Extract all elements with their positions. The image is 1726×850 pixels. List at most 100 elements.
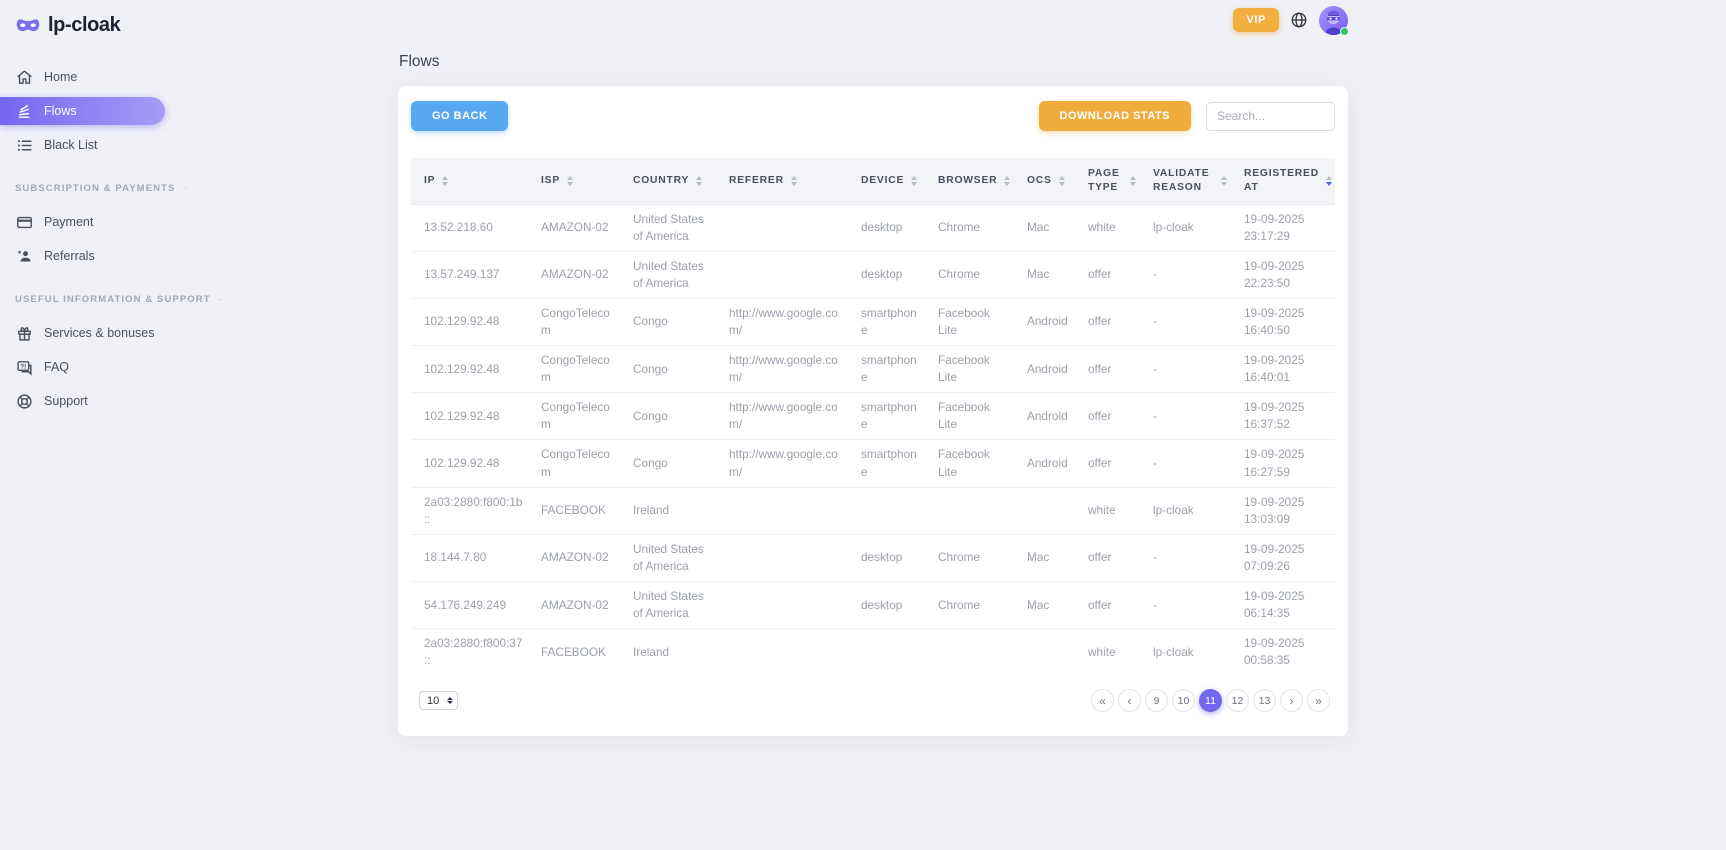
sidebar-item-payment[interactable]: Payment <box>0 208 165 236</box>
sidebar-item-flows[interactable]: Flows <box>0 97 165 125</box>
main-content: VIP <box>398 0 1349 850</box>
globe-icon[interactable] <box>1290 11 1308 29</box>
pagination-page-button[interactable]: 9 <box>1145 689 1168 713</box>
sidebar-item-label: Payment <box>44 215 94 229</box>
cell-page-type: offer <box>1075 534 1140 583</box>
pagination-last-button[interactable]: » <box>1307 689 1330 713</box>
sort-icon <box>1325 175 1332 186</box>
cell-country: United States of America <box>620 534 716 583</box>
cell-page-type: offer <box>1075 439 1140 488</box>
cell-page-type: white <box>1088 644 1116 659</box>
cell-referer: http://www.google.com/ <box>716 392 848 441</box>
col-header-isp[interactable]: ISP <box>528 158 620 204</box>
table-row[interactable]: 2a03:2880:f800:1b:: FACEBOOK Ireland whi… <box>411 487 1335 535</box>
cell-validate-reason: lp-cloak <box>1140 487 1231 535</box>
col-header-validate-reason[interactable]: VALIDATE REASON <box>1140 158 1231 204</box>
col-header-ip[interactable]: IP <box>411 158 528 204</box>
cell-isp: CongoTelecom <box>528 298 620 347</box>
table-row[interactable]: 102.129.92.48 CongoTelecom Congo http://… <box>411 392 1335 441</box>
cell-country: United States of America <box>620 251 716 299</box>
table-row[interactable]: 13.52.218.60 AMAZON-02 United States of … <box>411 203 1335 252</box>
cell-ocs <box>1014 629 1075 676</box>
col-header-registered-at[interactable]: REGISTERED AT <box>1231 158 1335 204</box>
sidebar-item-label: Black List <box>44 138 98 152</box>
cell-registered-at: 19-09-2025 16:27:59 <box>1231 439 1335 488</box>
cell-validate-reason: lp-cloak <box>1153 644 1194 659</box>
table-row[interactable]: 2a03:2880:f800:37:: FACEBOOK Ireland whi… <box>411 629 1335 676</box>
pagination-prev-button[interactable]: ‹ <box>1118 689 1141 713</box>
pagination-page-button[interactable]: 13 <box>1253 689 1276 713</box>
sidebar-item-referrals[interactable]: Referrals <box>0 242 165 270</box>
pagination-page-button[interactable]: 10 <box>1172 689 1195 713</box>
col-header-page-type[interactable]: PAGE TYPE <box>1075 158 1140 204</box>
col-header-browser[interactable]: BROWSER <box>925 158 1014 204</box>
cell-isp: CongoTelecom <box>528 439 620 488</box>
table-row[interactable]: 102.129.92.48 CongoTelecom Congo http://… <box>411 345 1335 394</box>
cell-registered-at: 19-09-2025 16:37:52 <box>1231 392 1335 441</box>
table-row[interactable]: 102.129.92.48 CongoTelecom Congo http://… <box>411 298 1335 347</box>
search-input[interactable] <box>1206 101 1335 131</box>
sidebar-section-payments: SUBSCRIPTION & PAYMENTS <box>0 183 180 194</box>
cell-registered-at: 19-09-2025 23:17:29 <box>1231 203 1335 252</box>
cell-device: desktop <box>848 534 925 583</box>
cell-registered-at: 19-09-2025 07:09:26 <box>1231 534 1335 583</box>
cell-page-type: offer <box>1075 581 1140 630</box>
list-icon <box>16 137 33 154</box>
cell-country: Congo <box>620 392 716 441</box>
cell-referer <box>716 487 848 535</box>
table-row[interactable]: 102.129.92.48 CongoTelecom Congo http://… <box>411 439 1335 488</box>
col-header-ocs[interactable]: OCS <box>1014 158 1075 204</box>
cell-browser: Facebook Lite <box>925 298 1014 347</box>
topbar: VIP <box>398 5 1349 36</box>
cell-isp: AMAZON-02 <box>528 534 620 583</box>
pagination-first-button[interactable]: « <box>1091 689 1114 713</box>
col-header-country[interactable]: COUNTRY <box>620 158 716 204</box>
cell-validate-reason: - <box>1140 298 1231 347</box>
cell-registered-at: 19-09-2025 00:58:35 <box>1244 636 1305 668</box>
cell-ip: 102.129.92.48 <box>411 298 528 347</box>
col-header-referer[interactable]: REFERER <box>716 158 848 204</box>
faq-icon: ?! <box>16 359 33 376</box>
go-back-button[interactable]: GO BACK <box>411 101 509 131</box>
sidebar-item-faq[interactable]: ?! FAQ <box>0 353 165 381</box>
table-row[interactable]: 18.144.7.80 AMAZON-02 United States of A… <box>411 534 1335 583</box>
pagination-page-button[interactable]: 12 <box>1226 689 1249 713</box>
sidebar-section-support: USEFUL INFORMATION & SUPPORT <box>0 294 210 305</box>
col-header-device[interactable]: DEVICE <box>848 158 925 204</box>
lifebuoy-icon <box>16 393 33 410</box>
sidebar-item-black-list[interactable]: Black List <box>0 131 165 159</box>
cell-validate-reason: - <box>1140 439 1231 488</box>
cell-registered-at: 19-09-2025 22:23:50 <box>1231 251 1335 299</box>
cell-page-type: white <box>1075 487 1140 535</box>
cell-device: smartphone <box>848 298 925 347</box>
download-stats-button[interactable]: DOWNLOAD STATS <box>1038 101 1191 131</box>
cell-ocs: Mac <box>1014 534 1075 583</box>
table-row[interactable]: 54.176.249.249 AMAZON-02 United States o… <box>411 581 1335 630</box>
cell-isp: CongoTelecom <box>528 392 620 441</box>
sidebar-item-label: Referrals <box>44 249 95 263</box>
pagination-next-button[interactable]: › <box>1280 689 1303 713</box>
cell-isp: FACEBOOK <box>528 487 620 535</box>
cell-isp: AMAZON-02 <box>528 251 620 299</box>
sidebar-nav: Home Flows Black List SUBSCRIPTION & PAY… <box>0 63 210 415</box>
flows-table: IP ISP COUNTRY REFERER DEVICE BROWSER OC… <box>411 158 1335 675</box>
cell-page-type: offer <box>1075 392 1140 441</box>
cell-ocs: Android <box>1014 439 1075 488</box>
cell-registered-at: 19-09-2025 16:40:01 <box>1231 345 1335 394</box>
pagination-page-button[interactable]: 11 <box>1199 689 1222 713</box>
cell-ip: 2a03:2880:f800:1b:: <box>411 487 528 535</box>
cell-browser: Chrome <box>925 251 1014 299</box>
cell-ocs: Android <box>1014 392 1075 441</box>
sidebar-item-home[interactable]: Home <box>0 63 165 91</box>
table-header-row: IP ISP COUNTRY REFERER DEVICE BROWSER OC… <box>411 158 1335 204</box>
brand[interactable]: lp-cloak <box>0 10 180 37</box>
page-size-select[interactable]: 10 <box>419 691 458 711</box>
cell-validate-reason: - <box>1140 581 1231 630</box>
vip-button[interactable]: VIP <box>1233 8 1279 32</box>
sidebar-item-support[interactable]: Support <box>0 387 165 415</box>
avatar[interactable] <box>1319 5 1349 36</box>
svg-text:?!: ?! <box>20 363 26 370</box>
sidebar-item-services-bonuses[interactable]: Services & bonuses <box>0 319 165 347</box>
page-title: Flows <box>399 53 440 70</box>
table-row[interactable]: 13.57.249.137 AMAZON-02 United States of… <box>411 251 1335 299</box>
